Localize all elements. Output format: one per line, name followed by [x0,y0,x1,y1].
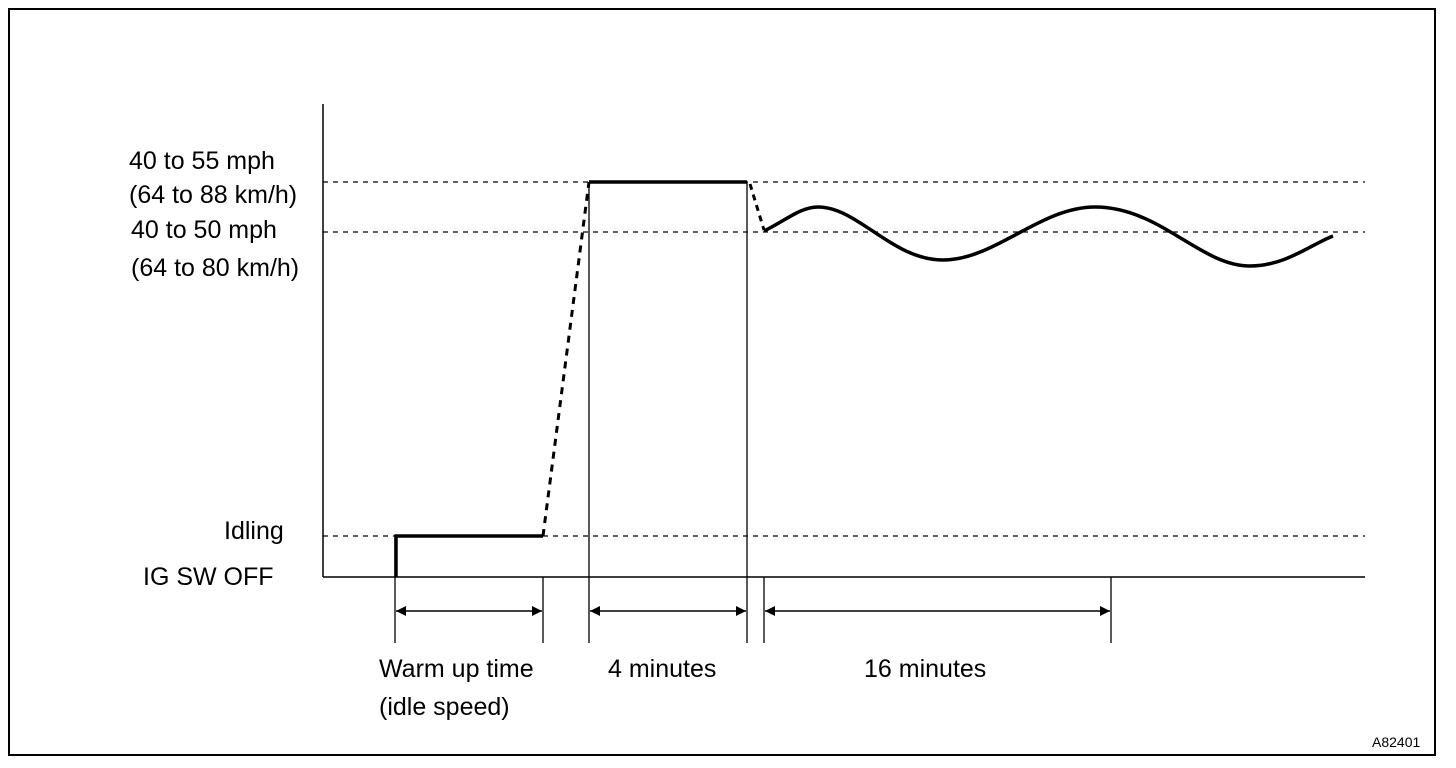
label-idling: Idling [224,517,284,545]
label-speed-high-kmh: (64 to 88 km/h) [129,181,297,209]
profile-acceleration [541,181,591,537]
label-warm-up-time: Warm up time [379,655,534,683]
label-idle-speed: (idle speed) [379,693,510,721]
label-4-minutes: 4 minutes [608,655,716,683]
label-speed-low-kmh: (64 to 80 km/h) [131,254,299,282]
profile-cruise-wave [763,205,1334,268]
label-speed-high-mph: 40 to 55 mph [129,147,275,175]
figure-reference: A82401 [1372,734,1420,750]
profile-decel [748,183,766,231]
figure-frame [8,8,1436,756]
profile-ignition-idle [394,534,543,577]
label-ig-sw-off: IG SW OFF [143,563,274,591]
label-speed-low-mph: 40 to 50 mph [131,216,277,244]
label-16-minutes: 16 minutes [864,655,986,683]
